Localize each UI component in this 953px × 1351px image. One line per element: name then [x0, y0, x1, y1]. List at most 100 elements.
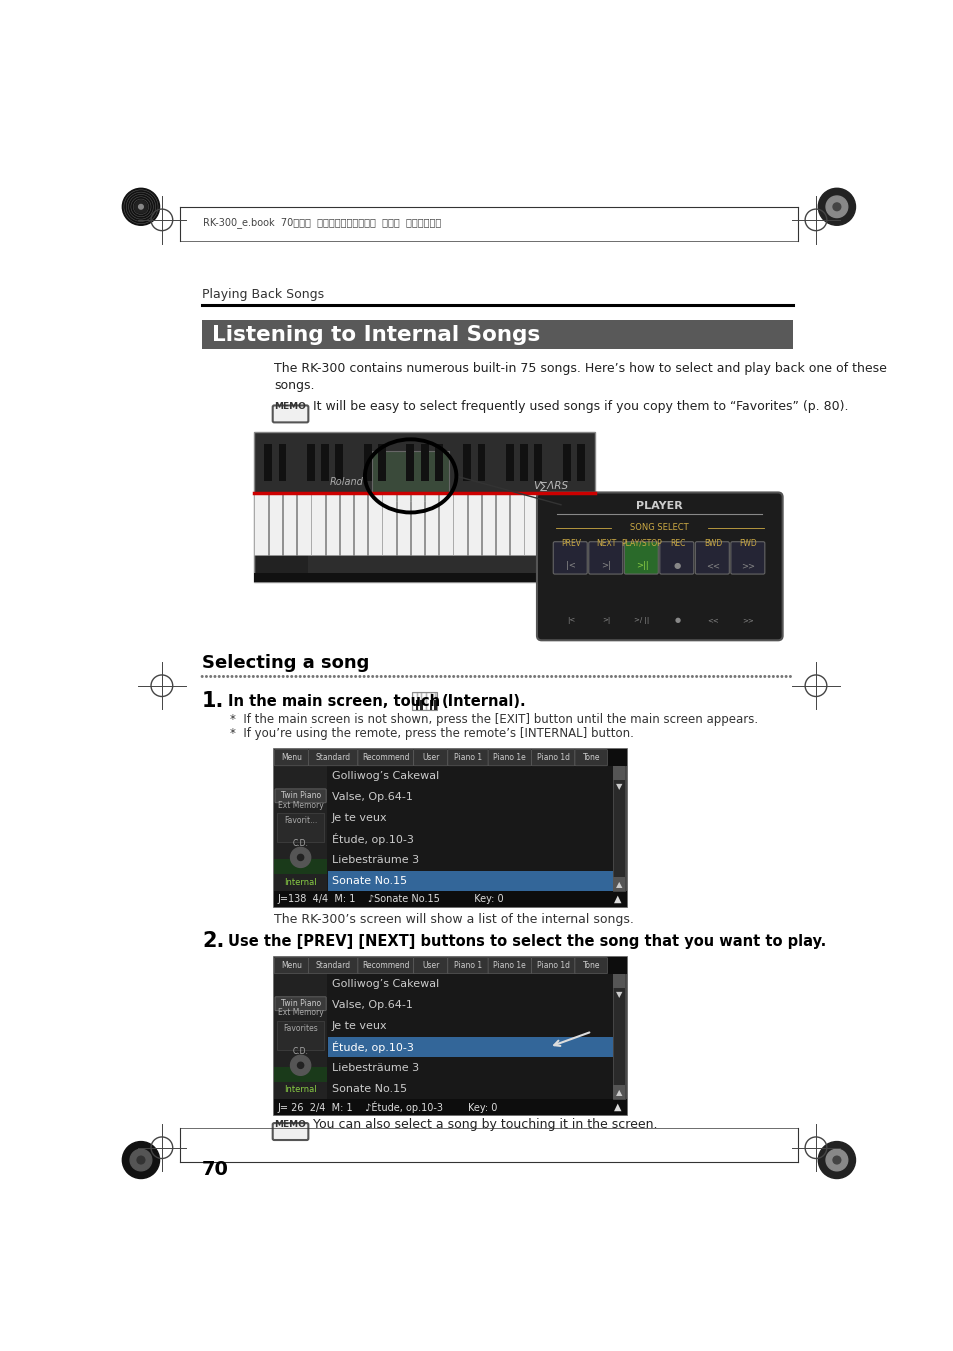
FancyBboxPatch shape: [357, 750, 414, 766]
FancyBboxPatch shape: [519, 444, 527, 481]
Circle shape: [291, 676, 293, 677]
Circle shape: [825, 196, 847, 218]
Text: <<: <<: [706, 617, 719, 623]
FancyBboxPatch shape: [416, 700, 418, 709]
Circle shape: [231, 676, 233, 677]
Text: C.D.: C.D.: [293, 1047, 308, 1056]
Circle shape: [291, 847, 311, 867]
Text: Piano 1: Piano 1: [454, 961, 481, 970]
FancyBboxPatch shape: [311, 493, 324, 555]
Circle shape: [274, 676, 275, 677]
Text: ●: ●: [674, 617, 679, 623]
Circle shape: [653, 676, 654, 677]
FancyBboxPatch shape: [328, 1038, 612, 1058]
Circle shape: [763, 676, 765, 677]
FancyBboxPatch shape: [453, 493, 466, 555]
Circle shape: [422, 676, 424, 677]
Circle shape: [631, 676, 633, 677]
FancyBboxPatch shape: [274, 1100, 626, 1115]
Text: 2.: 2.: [202, 931, 224, 951]
FancyBboxPatch shape: [396, 493, 410, 555]
Text: NEXT: NEXT: [596, 539, 616, 547]
Text: Valse, Op.64-1: Valse, Op.64-1: [332, 792, 412, 802]
Text: Ext Memory: Ext Memory: [277, 1008, 323, 1017]
Circle shape: [546, 676, 548, 677]
Text: Liebesträume 3: Liebesträume 3: [332, 855, 418, 865]
Text: PLAYER: PLAYER: [636, 501, 682, 511]
Circle shape: [375, 676, 377, 677]
Text: Use the [PREV] [NEXT] buttons to select the song that you want to play.: Use the [PREV] [NEXT] buttons to select …: [228, 934, 825, 948]
FancyBboxPatch shape: [308, 750, 357, 766]
Text: Recommend: Recommend: [362, 753, 409, 762]
Circle shape: [122, 1142, 159, 1178]
Circle shape: [312, 676, 314, 677]
FancyBboxPatch shape: [412, 692, 436, 711]
Text: Golliwog’s Cakewal: Golliwog’s Cakewal: [332, 979, 438, 989]
Text: Standard: Standard: [315, 961, 351, 970]
FancyBboxPatch shape: [325, 493, 338, 555]
Circle shape: [742, 676, 743, 677]
FancyBboxPatch shape: [372, 451, 449, 501]
FancyBboxPatch shape: [612, 877, 624, 892]
Text: Sonate No.15: Sonate No.15: [332, 875, 406, 886]
Text: MEMO: MEMO: [274, 403, 306, 412]
Circle shape: [130, 1150, 152, 1171]
Circle shape: [358, 676, 360, 677]
Text: Liebesträume 3: Liebesträume 3: [332, 1063, 418, 1073]
Circle shape: [606, 676, 607, 677]
Circle shape: [461, 676, 462, 677]
Circle shape: [303, 676, 305, 677]
Text: User: User: [421, 753, 439, 762]
Circle shape: [397, 676, 398, 677]
Text: Tone: Tone: [582, 961, 599, 970]
FancyBboxPatch shape: [328, 871, 612, 892]
Circle shape: [427, 676, 429, 677]
Text: RK-300_e.book  70ページ  ２００８年９月１０日  水曜日  午後４時６分: RK-300_e.book 70ページ ２００８年９月１０日 水曜日 午後４時６…: [203, 218, 440, 228]
Circle shape: [610, 676, 612, 677]
Circle shape: [589, 676, 590, 677]
FancyBboxPatch shape: [477, 444, 485, 481]
Text: Roland: Roland: [330, 477, 363, 486]
Circle shape: [686, 676, 688, 677]
Circle shape: [529, 676, 531, 677]
Circle shape: [759, 676, 760, 677]
FancyBboxPatch shape: [695, 542, 728, 574]
Circle shape: [576, 676, 578, 677]
Circle shape: [227, 676, 229, 677]
Circle shape: [729, 676, 731, 677]
Circle shape: [214, 676, 215, 677]
Circle shape: [720, 676, 722, 677]
Circle shape: [832, 1156, 840, 1165]
Circle shape: [431, 676, 433, 677]
Circle shape: [294, 676, 296, 677]
FancyBboxPatch shape: [447, 750, 488, 766]
Text: <<: <<: [705, 561, 720, 570]
Circle shape: [218, 676, 220, 677]
Circle shape: [316, 676, 317, 677]
Text: 1.: 1.: [202, 692, 224, 711]
FancyBboxPatch shape: [420, 700, 422, 709]
FancyBboxPatch shape: [354, 493, 367, 555]
FancyBboxPatch shape: [274, 1067, 327, 1082]
Text: The RK-300’s screen will show a list of the internal songs.: The RK-300’s screen will show a list of …: [274, 912, 634, 925]
Circle shape: [278, 676, 279, 677]
Text: Twin Piano: Twin Piano: [280, 792, 320, 800]
Text: You can also select a song by touching it in the screen.: You can also select a song by touching i…: [313, 1119, 657, 1131]
FancyBboxPatch shape: [274, 957, 626, 1115]
Text: ▲: ▲: [616, 880, 621, 889]
FancyBboxPatch shape: [278, 444, 286, 481]
FancyBboxPatch shape: [414, 750, 447, 766]
FancyBboxPatch shape: [307, 444, 314, 481]
Text: *  If you’re using the remote, press the remote’s [INTERNAL] button.: * If you’re using the remote, press the …: [230, 727, 634, 740]
FancyBboxPatch shape: [659, 542, 693, 574]
FancyBboxPatch shape: [321, 444, 329, 481]
Circle shape: [210, 676, 212, 677]
Text: Selecting a song: Selecting a song: [202, 654, 369, 671]
FancyBboxPatch shape: [255, 520, 308, 573]
Text: It will be easy to select frequently used songs if you copy them to “Favorites” : It will be easy to select frequently use…: [313, 400, 847, 413]
Text: Golliwog’s Cakewal: Golliwog’s Cakewal: [332, 771, 438, 781]
FancyBboxPatch shape: [274, 789, 326, 802]
FancyBboxPatch shape: [488, 750, 531, 766]
Circle shape: [337, 676, 339, 677]
Text: Twin Piano: Twin Piano: [280, 1000, 320, 1008]
